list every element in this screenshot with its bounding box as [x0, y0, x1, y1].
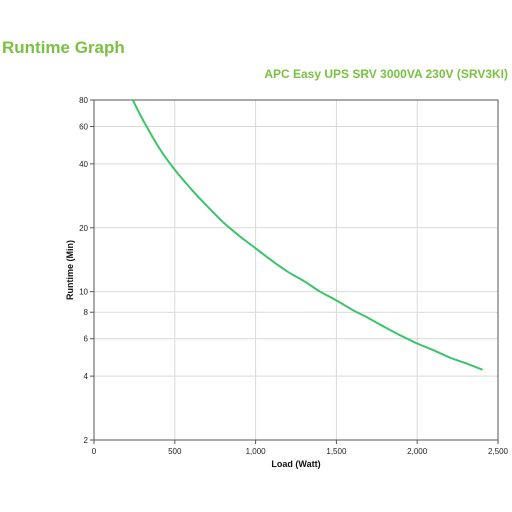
x-tick-label: 500: [168, 447, 182, 456]
plot-area: [93, 99, 499, 441]
y-axis-ticks: 2 4 6 8 10 20 40 60 80: [79, 96, 94, 445]
y-tick-label: 40: [79, 160, 88, 169]
x-tick-label: 2,000: [407, 447, 428, 456]
x-tick-label: 1,000: [246, 447, 267, 456]
y-axis-title: Runtime (Min): [65, 240, 75, 300]
x-axis-ticks: 0 500 1,000 1,500 2,000 2,500: [92, 440, 509, 456]
x-tick-label: 2,500: [488, 447, 509, 456]
y-tick-label: 8: [84, 308, 89, 317]
y-tick-label: 2: [84, 436, 89, 445]
x-axis-title: Load (Watt): [271, 459, 320, 469]
x-tick-label: 0: [92, 447, 97, 456]
x-tick-label: 1,500: [326, 447, 347, 456]
runtime-series-line: [131, 99, 483, 371]
chart-title: APC Easy UPS SRV 3000VA 230V (SRV3KI): [264, 67, 508, 81]
page-title: Runtime Graph: [2, 38, 125, 57]
y-tick-label: 10: [79, 288, 88, 297]
y-tick-label: 6: [84, 335, 89, 344]
y-tick-label: 20: [79, 224, 88, 233]
grid-lines: [94, 100, 498, 440]
y-tick-label: 80: [79, 96, 88, 105]
y-tick-label: 60: [79, 123, 88, 132]
y-tick-label: 4: [84, 372, 89, 381]
